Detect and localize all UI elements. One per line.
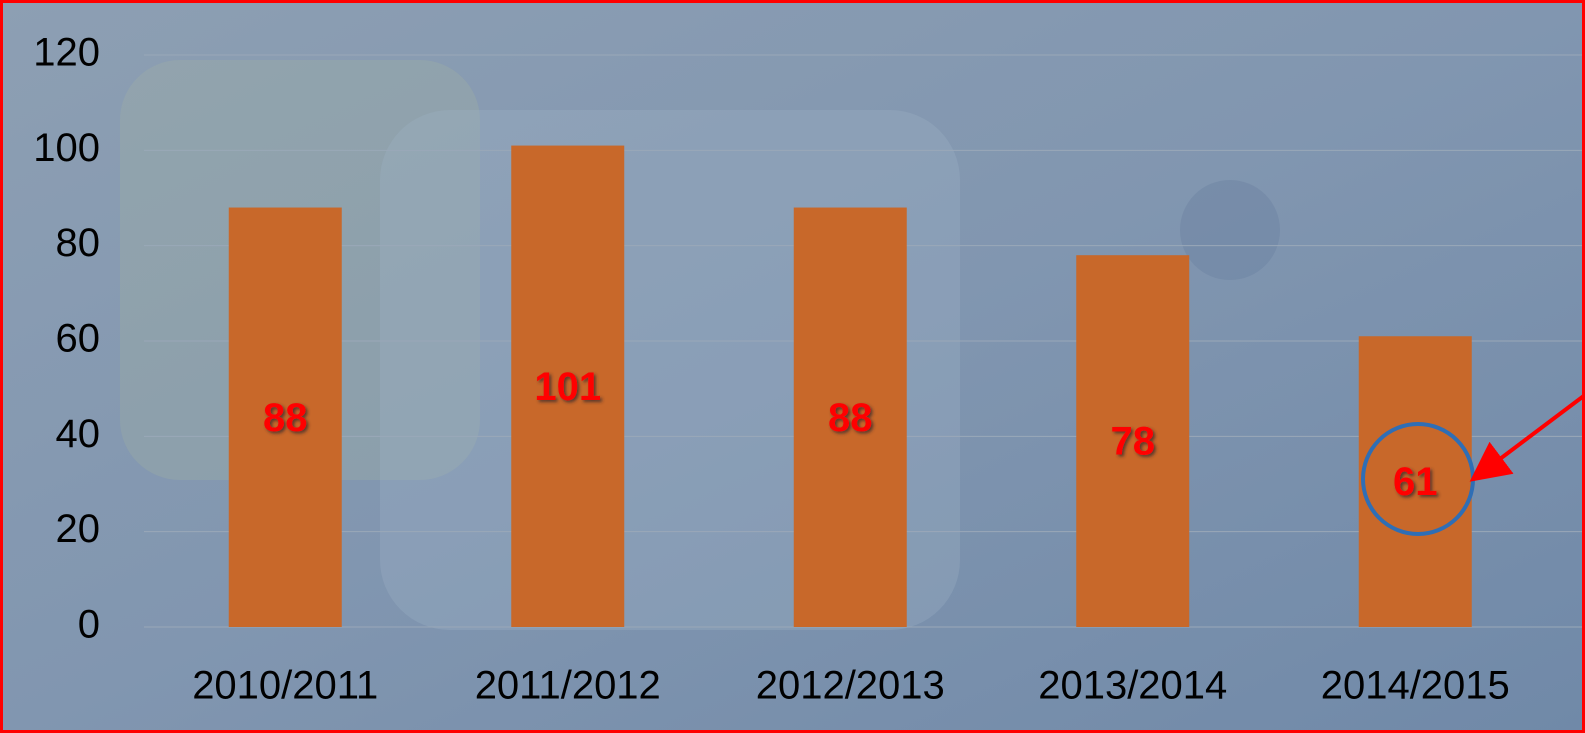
data-label: 101 — [534, 365, 601, 409]
x-tick-label: 2012/2013 — [756, 664, 945, 708]
y-tick-label: 120 — [33, 31, 100, 75]
data-label: 61 — [1393, 460, 1438, 504]
x-tick-label: 2011/2012 — [475, 664, 661, 708]
x-tick-label: 2014/2015 — [1321, 664, 1510, 708]
y-tick-label: 80 — [56, 221, 101, 265]
x-tick-label: 2013/2014 — [1038, 664, 1227, 708]
y-tick-label: 40 — [56, 412, 101, 456]
y-tick-label: 20 — [56, 507, 101, 551]
x-tick-label: 2010/2011 — [192, 664, 378, 708]
y-tick-label: 0 — [78, 603, 100, 647]
y-tick-label: 100 — [33, 126, 100, 170]
chart: 0 20 40 60 80 100 120 2010/2011 88 2011/2012 101 20… — [0, 0, 1585, 733]
y-tick-label: 60 — [56, 317, 101, 361]
data-label: 78 — [1111, 420, 1156, 464]
decoration — [1180, 180, 1280, 280]
data-label: 88 — [263, 396, 308, 440]
data-label: 88 — [828, 396, 873, 440]
page: {"chart_data": {"type": "bar", "categori… — [0, 0, 1585, 733]
